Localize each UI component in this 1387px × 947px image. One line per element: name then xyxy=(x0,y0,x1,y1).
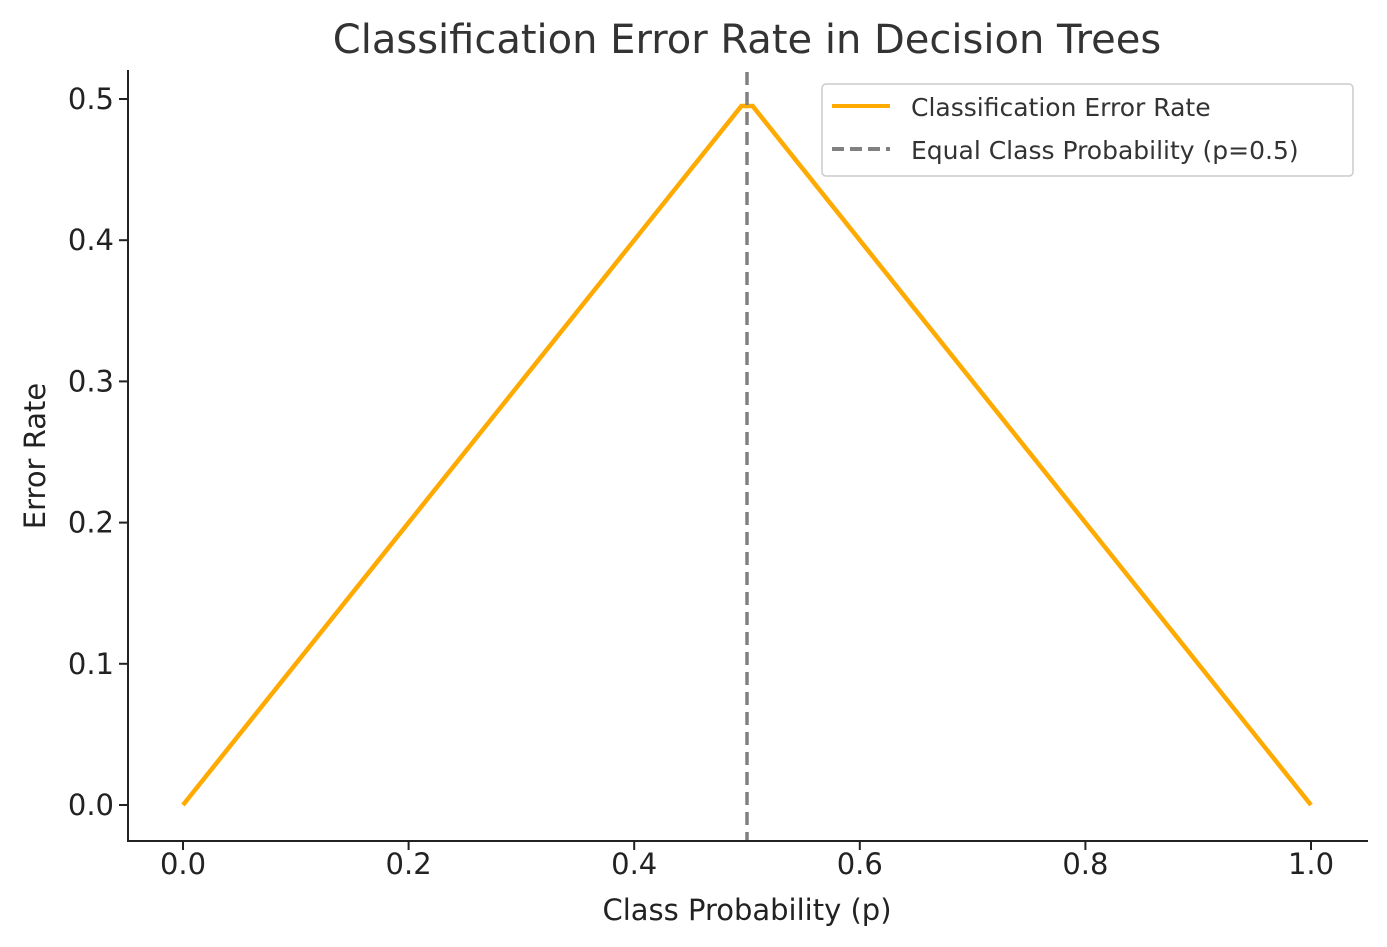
y-tick-label: 0.1 xyxy=(68,647,114,681)
x-tick-label: 0.6 xyxy=(837,847,883,881)
x-tick-label: 0.8 xyxy=(1062,847,1108,881)
x-tick-label: 0.2 xyxy=(386,847,432,881)
chart-title: Classification Error Rate in Decision Tr… xyxy=(333,17,1161,63)
y-tick-label: 0.2 xyxy=(68,506,114,540)
legend-label-equal-probability: Equal Class Probability (p=0.5) xyxy=(911,136,1299,165)
plot-area xyxy=(181,72,1313,841)
x-tick-label: 0.4 xyxy=(611,847,657,881)
legend-box xyxy=(821,83,1354,177)
series-line-error-rate xyxy=(181,103,1313,807)
x-tick-label: 1.0 xyxy=(1288,847,1334,881)
y-tick-label: 0.0 xyxy=(68,788,114,822)
y-tick-label: 0.3 xyxy=(68,364,114,398)
x-tick-label: 0.0 xyxy=(160,847,206,881)
y-axis-label: Error Rate xyxy=(18,383,52,529)
y-tick-label: 0.5 xyxy=(68,82,114,116)
x-axis-ticks: 0.0 0.2 0.4 0.6 0.8 1.0 xyxy=(160,841,1334,881)
legend: Classification Error Rate Equal Class Pr… xyxy=(821,83,1354,177)
y-tick-label: 0.4 xyxy=(68,223,114,257)
y-axis-ticks: 0.0 0.1 0.2 0.3 0.4 0.5 xyxy=(68,82,128,822)
x-axis-label: Class Probability (p) xyxy=(602,893,891,927)
legend-label-error-rate: Classification Error Rate xyxy=(911,93,1211,122)
